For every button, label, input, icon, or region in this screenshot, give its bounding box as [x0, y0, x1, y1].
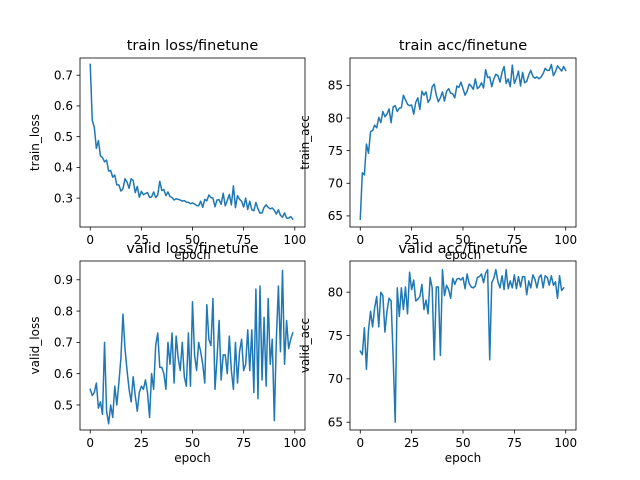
y-tick-label: 70 [328, 177, 343, 191]
chart-title: train loss/finetune [127, 38, 259, 54]
chart-1: 0 25 50 75 100 0.3 0.4 0.5 0.6 0.7 train loss/fine… [28, 38, 306, 262]
x-tick-label: 100 [554, 436, 577, 450]
y-tick-label: 0.7 [54, 69, 73, 83]
x-tick-label: 75 [236, 436, 251, 450]
x-axis-label: epoch [445, 451, 482, 465]
x-tick-label: 75 [507, 233, 522, 247]
series-line-1 [359, 63, 567, 220]
series-line-1 [89, 269, 294, 425]
x-tick-label: 0 [356, 233, 364, 247]
y-tick-label: 65 [328, 209, 343, 223]
y-tick-label: 0.4 [54, 161, 73, 175]
y-tick-label: 75 [328, 144, 343, 158]
y-axis-label: train_loss [28, 114, 42, 171]
x-tick-label: 0 [86, 233, 94, 247]
x-tick-label: 50 [455, 233, 470, 247]
y-tick-label: 0.8 [54, 304, 73, 318]
x-tick-label: 25 [404, 233, 419, 247]
x-tick-label: 25 [134, 233, 149, 247]
y-tick-label: 65 [328, 416, 343, 430]
y-tick-label: 85 [328, 79, 343, 93]
y-tick-label: 0.7 [54, 336, 73, 350]
x-axis-label: epoch [174, 248, 211, 262]
x-tick-label: 25 [404, 436, 419, 450]
series-line-1 [89, 63, 294, 221]
axes-frame [349, 260, 577, 431]
x-tick-label: 50 [185, 233, 200, 247]
x-axis-label: epoch [445, 248, 482, 262]
y-tick-label: 0.9 [54, 273, 73, 287]
chart-3: 0 25 50 75 100 0.5 0.6 0.7 0.8 0.9 valid loss/fine… [28, 241, 306, 465]
x-tick-label: 25 [134, 436, 149, 450]
chart-title: valid loss/finetune [126, 241, 259, 257]
y-tick-label: 0.5 [54, 130, 73, 144]
x-tick-label: 100 [554, 233, 577, 247]
chart-2: 0 25 50 75 100 65 70 75 80 85 train acc/finetune ep… [298, 38, 577, 262]
y-tick-label: 80 [328, 286, 343, 300]
y-tick-label: 80 [328, 111, 343, 125]
x-tick-label: 0 [356, 436, 364, 450]
y-axis-label: valid_loss [28, 317, 42, 375]
x-axis-label: epoch [174, 451, 211, 465]
y-tick-label: 0.6 [54, 99, 73, 113]
x-tick-label: 50 [455, 436, 470, 450]
y-axis-label: train_acc [298, 115, 312, 169]
axes-frame [79, 57, 306, 228]
y-tick-label: 70 [328, 372, 343, 386]
y-tick-label: 0.3 [54, 191, 73, 205]
x-tick-label: 75 [507, 436, 522, 450]
x-tick-label: 0 [86, 436, 94, 450]
axes-frame [349, 57, 577, 228]
x-tick-label: 75 [236, 233, 251, 247]
y-axis-label: valid_acc [298, 318, 312, 373]
x-tick-label: 100 [283, 436, 306, 450]
chart-title: train acc/finetune [399, 38, 527, 54]
y-tick-label: 0.6 [54, 367, 73, 381]
chart-title: valid acc/finetune [398, 241, 527, 257]
y-tick-label: 0.5 [54, 398, 73, 412]
x-tick-label: 50 [185, 436, 200, 450]
x-tick-label: 100 [283, 233, 306, 247]
series-line-1 [359, 268, 565, 423]
y-tick-label: 75 [328, 329, 343, 343]
